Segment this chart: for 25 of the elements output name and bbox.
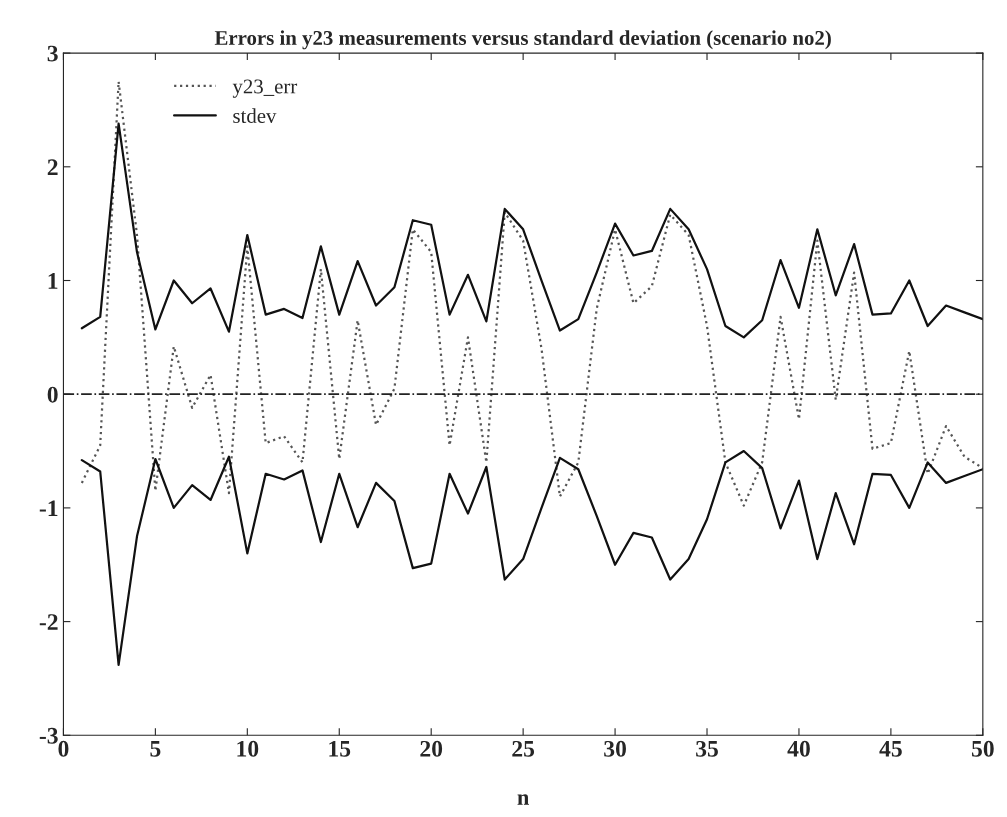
y-tick-label: 2 <box>47 159 58 175</box>
y-tick-label: 1 <box>48 273 58 289</box>
x-tick-label: 45 <box>879 741 902 757</box>
x-tick-label: 30 <box>604 740 626 757</box>
x-tick-label: 50 <box>971 740 994 757</box>
y-tick-label: 3 <box>47 45 58 62</box>
x-tick-label: 0 <box>58 740 69 757</box>
line-series <box>80 80 983 507</box>
y-tick-label: -2 <box>39 614 58 630</box>
x-tick-label: 40 <box>787 740 810 757</box>
y-tick-label: 0 <box>47 386 58 403</box>
x-tick-label: 15 <box>329 740 351 757</box>
y-tick-label: -1 <box>39 500 58 517</box>
chart-title: Errors in y23 measurements versus standard deviation (scenario no2) <box>214 30 831 50</box>
x-tick-label: 10 <box>237 740 259 757</box>
line-series <box>80 449 983 666</box>
legend-label: y23_err <box>232 79 298 98</box>
line-series <box>80 122 983 339</box>
x-tick-label: 20 <box>420 740 443 757</box>
legend-label: stdev <box>233 108 277 123</box>
x-axis-title: n <box>517 794 529 805</box>
y-tick-label: -3 <box>39 727 58 744</box>
x-tick-label: 5 <box>150 741 161 757</box>
x-tick-label: 35 <box>696 740 718 757</box>
x-tick-label: 25 <box>512 740 535 757</box>
